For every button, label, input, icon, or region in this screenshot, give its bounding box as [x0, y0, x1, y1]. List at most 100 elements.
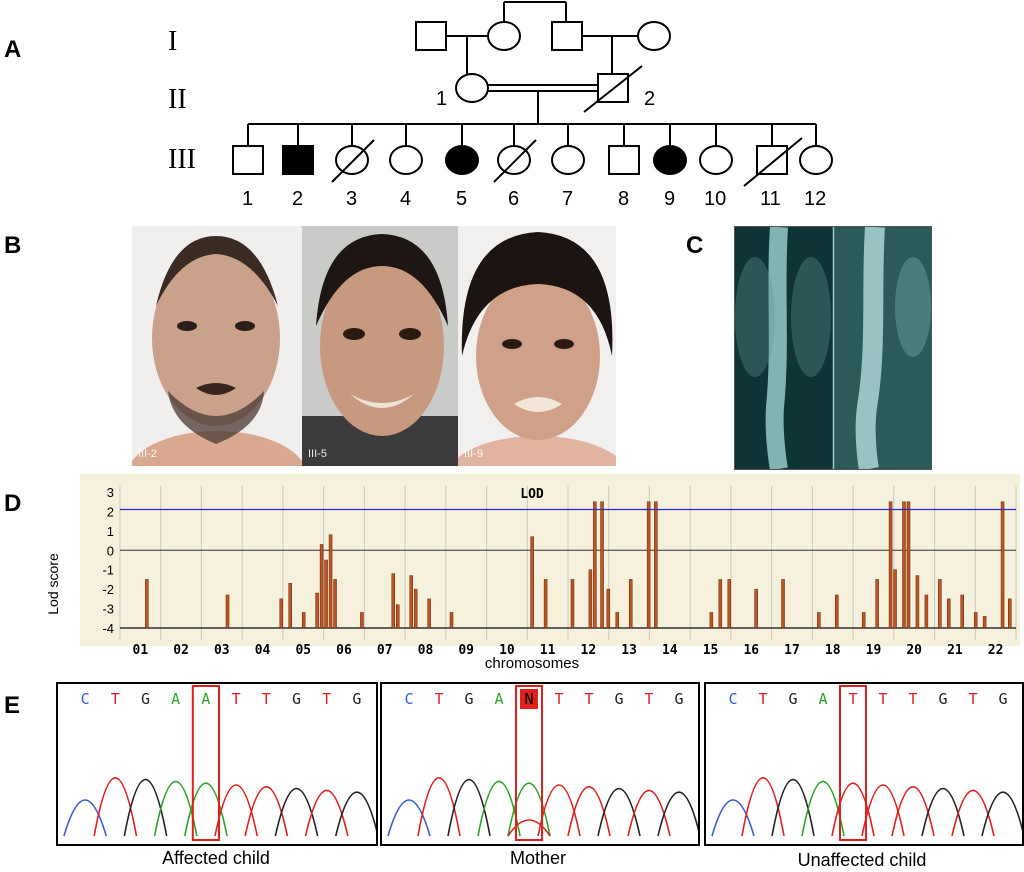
base-call-letter: G	[788, 690, 797, 708]
lod-peak	[781, 579, 785, 629]
lod-peak	[835, 594, 839, 629]
pedigree-affected-female-iii-9	[653, 145, 687, 175]
generation-label-iii: III	[168, 144, 196, 175]
chromatogram-peak	[387, 799, 431, 837]
lod-peak	[982, 616, 987, 629]
chromatogram-peak	[417, 777, 461, 837]
pedigree-number-iii: 12	[804, 188, 827, 210]
variant-highlight-box	[515, 685, 543, 841]
base-call-letter: T	[322, 690, 331, 708]
base-call-letter: T	[434, 690, 443, 708]
patient-photo-iii-9: III-9	[458, 226, 616, 466]
lod-peak	[754, 588, 758, 629]
lod-x-tick-label: 16	[743, 643, 759, 658]
pedigree-number-iii: 3	[346, 188, 358, 210]
lod-x-tick-label: 08	[418, 643, 434, 658]
base-call-letter: G	[141, 690, 150, 708]
chromatogram-peak	[891, 786, 935, 837]
base-call-letter: T	[111, 690, 120, 708]
lod-x-tick-label: 18	[825, 643, 841, 658]
photo-label: III-5	[308, 448, 327, 460]
lod-title: LOD	[520, 487, 544, 502]
lod-peak	[938, 579, 942, 629]
chromatogram-peak	[507, 782, 551, 837]
base-call-letter: T	[878, 690, 887, 708]
lod-peak	[600, 501, 604, 629]
base-call-letter: G	[464, 690, 473, 708]
pedigree-number-ii-2: 2	[644, 88, 656, 110]
ambiguous-base-highlight	[520, 689, 538, 709]
lod-peak	[301, 612, 306, 629]
lod-x-tick-label: 06	[336, 643, 352, 658]
x-axis-label: chromosomes	[485, 655, 579, 672]
lod-x-tick-label: 20	[906, 643, 922, 658]
lod-x-tick-label: 14	[662, 643, 678, 658]
base-call-letter: T	[232, 690, 241, 708]
pedigree-number-iii: 10	[704, 188, 727, 210]
base-call-letter: A	[201, 690, 210, 708]
base-call-letter: G	[614, 690, 623, 708]
chromatogram-peak	[244, 786, 289, 837]
pedigree-number-ii-1: 1	[436, 88, 448, 110]
y-axis-label: Lod score	[45, 553, 61, 615]
chromatogram-peak	[741, 777, 785, 837]
lod-peak	[570, 579, 575, 629]
lod-peak	[947, 598, 951, 629]
chromatogram-caption: Unaffected child	[797, 850, 927, 870]
pedigree-female-iii-10	[699, 145, 733, 175]
base-call-letter: T	[644, 690, 653, 708]
variant-highlight-box	[839, 685, 867, 841]
chromatogram-peak	[981, 791, 1024, 837]
chromatogram-peak	[274, 787, 319, 837]
pedigree-male-i-1	[415, 21, 447, 51]
lod-peak	[906, 501, 911, 629]
lod-peak	[328, 534, 333, 629]
lod-peak	[654, 501, 658, 629]
base-call-letter: T	[848, 690, 857, 708]
lod-y-tick-label: -3	[102, 602, 114, 617]
lod-chart-container: 3 2 1 0 -1 -2 -3 -4 01 02 03 04 05 06 07 08 09 10 11 12 13 1…	[42, 474, 1022, 674]
base-call-letter: G	[938, 690, 947, 708]
chromatogram-caption: Mother	[509, 848, 567, 868]
lod-peak	[718, 579, 723, 629]
spine-xray-panel	[734, 226, 932, 471]
lod-x-tick-label: 19	[866, 643, 882, 658]
chromatogram-peak	[771, 779, 815, 837]
lod-x-tick-label: 05	[295, 643, 311, 658]
lod-x-tick-label: 02	[173, 643, 189, 658]
lod-peak	[817, 612, 821, 629]
lod-peak	[1000, 501, 1005, 629]
lod-plot-area	[80, 474, 1020, 646]
lod-peak	[893, 569, 897, 629]
lod-x-tick-label: 12	[581, 643, 597, 658]
pedigree-male-iii-11	[756, 145, 788, 175]
lod-peak	[396, 604, 400, 629]
lod-x-tick-label: 10	[499, 643, 515, 658]
base-call-letter: G	[292, 690, 301, 708]
base-call-letter: T	[262, 690, 271, 708]
lod-peak	[646, 501, 651, 629]
pedigree-affected-male-iii-2	[282, 145, 314, 175]
lod-y-tick-label: 3	[107, 485, 114, 500]
pedigree-female-i-4	[637, 21, 671, 51]
lod-x-tick-label: 11	[540, 643, 556, 658]
patient-photo-iii-2: III-2	[132, 226, 302, 466]
lod-x-tick-label: 15	[703, 643, 719, 658]
chromatogram-peak	[93, 777, 138, 837]
lod-y-tick-label: -1	[102, 563, 114, 578]
base-call-letter: T	[584, 690, 593, 708]
chromatogram-peak	[63, 799, 108, 837]
pedigree-number-iii: 6	[508, 188, 520, 210]
lod-peak	[427, 598, 431, 629]
base-call-letter: G	[998, 690, 1007, 708]
chromatogram-peak	[831, 782, 875, 837]
pedigree-number-iii: 8	[618, 188, 630, 210]
lod-peak	[413, 588, 418, 629]
pedigree-female-ii-1	[455, 73, 489, 103]
chromatogram-peak	[921, 787, 965, 837]
lod-y-tick-label: 2	[107, 504, 114, 519]
lod-peak	[1007, 598, 1012, 629]
